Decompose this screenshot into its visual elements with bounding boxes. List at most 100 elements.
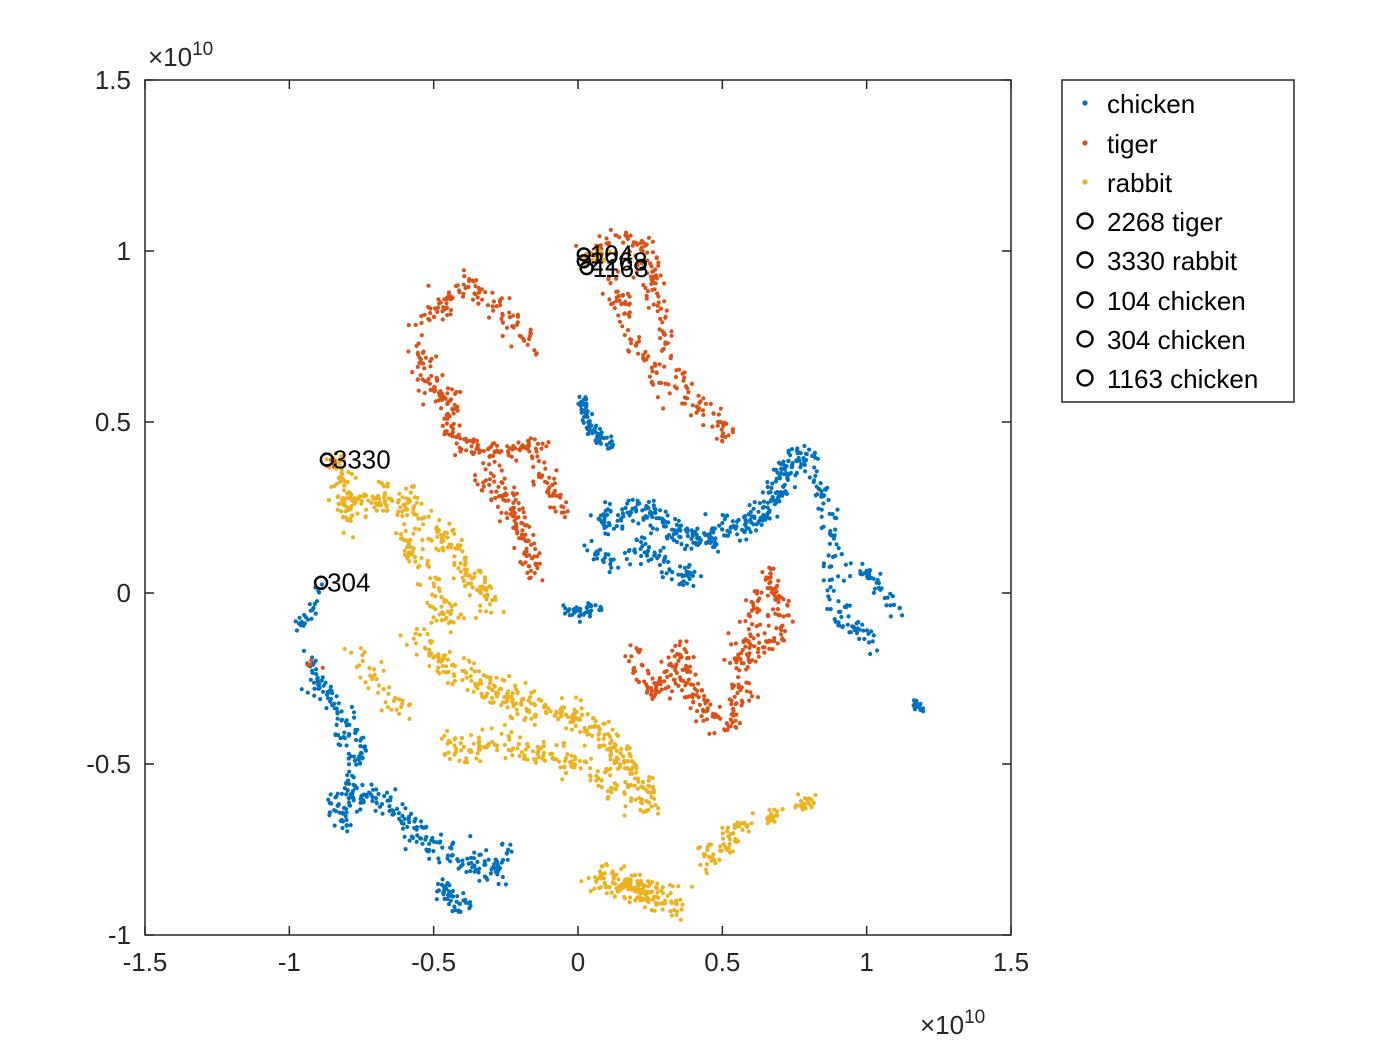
data-point-tiger xyxy=(527,449,532,454)
data-point-chicken xyxy=(607,570,612,575)
data-point-tiger xyxy=(469,450,474,455)
data-point-chicken xyxy=(608,509,613,514)
data-point-chicken xyxy=(315,675,320,680)
data-point-rabbit xyxy=(428,651,433,656)
data-point-rabbit xyxy=(359,498,364,503)
data-point-tiger xyxy=(766,614,771,619)
data-point-tiger xyxy=(678,639,683,644)
data-point-tiger xyxy=(477,450,482,455)
data-point-chicken xyxy=(606,552,611,557)
data-point-chicken xyxy=(604,524,609,529)
data-point-rabbit xyxy=(635,776,641,781)
data-point-chicken xyxy=(373,808,378,813)
data-point-chicken xyxy=(325,690,330,695)
data-point-chicken xyxy=(666,559,671,565)
data-point-rabbit xyxy=(653,885,658,890)
data-point-tiger xyxy=(540,473,545,478)
data-point-rabbit xyxy=(379,481,384,486)
data-point-chicken xyxy=(767,516,772,521)
data-point-chicken xyxy=(396,811,402,816)
data-point-rabbit xyxy=(449,542,454,548)
data-point-rabbit xyxy=(452,563,457,568)
data-point-rabbit xyxy=(585,732,590,737)
data-point-tiger xyxy=(534,554,540,559)
data-point-tiger xyxy=(716,715,721,720)
data-point-chicken xyxy=(888,603,893,608)
data-point-tiger xyxy=(309,658,314,663)
data-point-tiger xyxy=(662,299,667,304)
data-point-rabbit xyxy=(533,760,539,765)
data-point-rabbit xyxy=(349,503,354,509)
data-point-chicken xyxy=(748,517,753,522)
data-point-chicken xyxy=(827,597,832,602)
data-point-tiger xyxy=(731,683,737,688)
data-point-chicken xyxy=(875,648,880,653)
data-point-rabbit xyxy=(474,756,479,761)
data-point-rabbit xyxy=(595,769,600,774)
data-point-chicken xyxy=(597,426,603,431)
data-point-chicken xyxy=(362,792,367,797)
data-point-tiger xyxy=(662,679,667,684)
data-point-rabbit xyxy=(406,553,411,559)
data-point-chicken xyxy=(861,628,866,633)
data-point-tiger xyxy=(680,667,685,673)
data-point-rabbit xyxy=(484,674,489,679)
data-point-tiger xyxy=(656,689,662,695)
data-point-rabbit xyxy=(749,821,754,826)
data-point-tiger xyxy=(333,461,338,466)
data-point-rabbit xyxy=(573,695,579,700)
data-point-chicken xyxy=(339,791,344,796)
data-point-rabbit xyxy=(400,701,405,706)
data-point-tiger xyxy=(518,560,523,565)
data-point-rabbit xyxy=(492,742,497,747)
data-point-rabbit xyxy=(579,712,585,718)
data-point-tiger xyxy=(544,444,549,449)
data-point-tiger xyxy=(634,677,639,682)
data-point-tiger xyxy=(445,312,450,318)
data-point-chicken xyxy=(639,535,645,540)
data-point-tiger xyxy=(662,331,667,336)
data-point-tiger xyxy=(653,267,658,272)
data-point-rabbit xyxy=(387,685,392,690)
data-point-chicken xyxy=(438,832,444,837)
data-point-chicken xyxy=(335,803,340,808)
data-point-tiger xyxy=(473,284,478,289)
data-point-tiger xyxy=(450,430,455,435)
data-point-rabbit xyxy=(400,514,405,519)
data-point-chicken xyxy=(346,796,351,801)
legend-marker-rabbit xyxy=(1082,179,1088,185)
data-point-tiger xyxy=(430,387,435,392)
data-point-chicken xyxy=(707,531,712,537)
data-point-chicken xyxy=(818,481,823,486)
data-point-rabbit xyxy=(638,879,644,884)
data-point-tiger xyxy=(634,270,639,275)
data-point-chicken xyxy=(583,395,588,400)
data-point-chicken xyxy=(350,773,355,778)
data-point-chicken xyxy=(427,856,432,861)
data-point-tiger xyxy=(537,561,542,566)
data-point-tiger xyxy=(474,446,479,451)
data-point-tiger xyxy=(451,421,456,426)
data-point-chicken xyxy=(689,528,694,533)
data-point-tiger xyxy=(500,311,505,316)
data-point-rabbit xyxy=(718,844,723,849)
data-point-rabbit xyxy=(649,794,654,800)
data-point-chicken xyxy=(419,819,424,824)
data-point-rabbit xyxy=(625,759,630,764)
data-point-rabbit xyxy=(629,798,634,804)
data-point-tiger xyxy=(658,316,663,321)
data-point-chicken xyxy=(871,576,876,581)
data-point-tiger xyxy=(480,488,485,493)
data-point-tiger xyxy=(663,381,668,386)
data-point-tiger xyxy=(728,717,733,722)
data-point-chicken xyxy=(651,503,656,508)
data-point-rabbit xyxy=(809,805,814,810)
data-point-rabbit xyxy=(503,756,508,761)
data-point-rabbit xyxy=(780,807,785,812)
data-point-chicken xyxy=(475,859,480,865)
data-point-chicken xyxy=(661,545,666,550)
data-point-chicken xyxy=(622,550,628,556)
data-point-tiger xyxy=(782,629,788,634)
data-point-chicken xyxy=(836,609,842,614)
data-point-tiger xyxy=(450,434,455,439)
